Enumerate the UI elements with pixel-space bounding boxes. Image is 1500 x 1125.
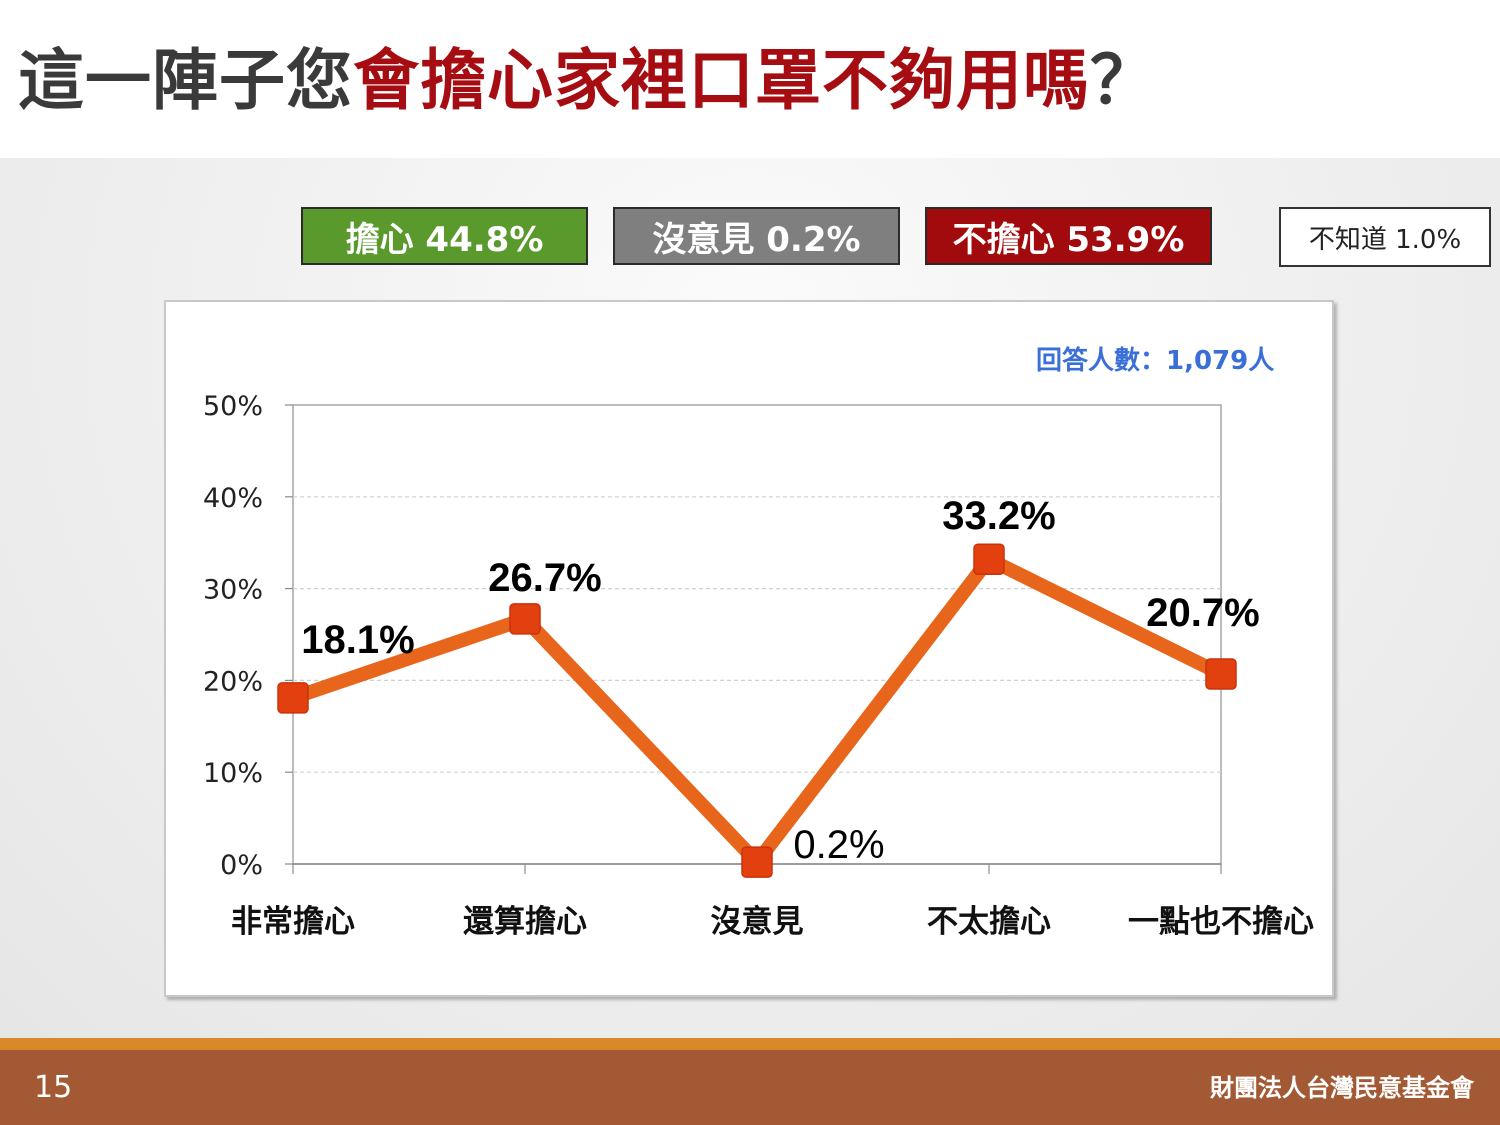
y-tick-label: 50% <box>203 391 263 422</box>
respondent-count: 回答人數：1,079人 <box>1036 346 1275 376</box>
chart-frame <box>164 300 1334 997</box>
data-point-marker <box>509 603 541 635</box>
data-label: 33.2% <box>942 494 1055 538</box>
data-point-marker <box>277 682 309 714</box>
summary-no-opinion: 沒意見 0.2% <box>613 207 900 265</box>
summary-dont-know: 不知道 1.0% <box>1279 207 1491 267</box>
page-number: 15 <box>34 1070 73 1105</box>
summary-not-worried: 不擔心 53.9% <box>925 207 1212 265</box>
data-point-marker <box>1205 658 1237 690</box>
series-line <box>286 552 1228 870</box>
x-category-label: 一點也不擔心 <box>1128 904 1314 940</box>
data-label: 18.1% <box>301 618 414 662</box>
y-tick-label: 40% <box>203 483 263 514</box>
title-bar <box>0 0 1500 158</box>
title-suffix: ？ <box>1090 42 1157 119</box>
y-tick-label: 20% <box>203 666 263 697</box>
plot-area-border <box>292 404 1222 865</box>
data-point-marker <box>741 846 773 878</box>
x-category-label: 沒意見 <box>711 904 804 940</box>
organization-name: 財團法人台灣民意基金會 <box>1210 1074 1474 1102</box>
y-tick-label: 30% <box>203 575 263 606</box>
title-prefix: 這一陣子您 <box>18 42 353 119</box>
y-tick-label: 0% <box>220 850 263 881</box>
y-tick-label: 10% <box>203 758 263 789</box>
data-label: 0.2% <box>793 823 884 867</box>
x-category-label: 不太擔心 <box>927 904 1051 940</box>
page-title: 這一陣子您會擔心家裡口罩不夠用嗎？ <box>18 48 1157 114</box>
footer-bar <box>0 1050 1500 1125</box>
data-point-marker <box>973 543 1005 575</box>
x-category-label: 還算擔心 <box>463 904 587 940</box>
summary-worried: 擔心 44.8% <box>301 207 588 265</box>
data-label: 26.7% <box>488 556 601 600</box>
title-accent: 會擔心家裡口罩不夠用嗎 <box>353 42 1090 119</box>
x-category-label: 非常擔心 <box>231 904 355 940</box>
data-label: 20.7% <box>1146 591 1259 635</box>
footer-divider <box>0 1038 1500 1050</box>
